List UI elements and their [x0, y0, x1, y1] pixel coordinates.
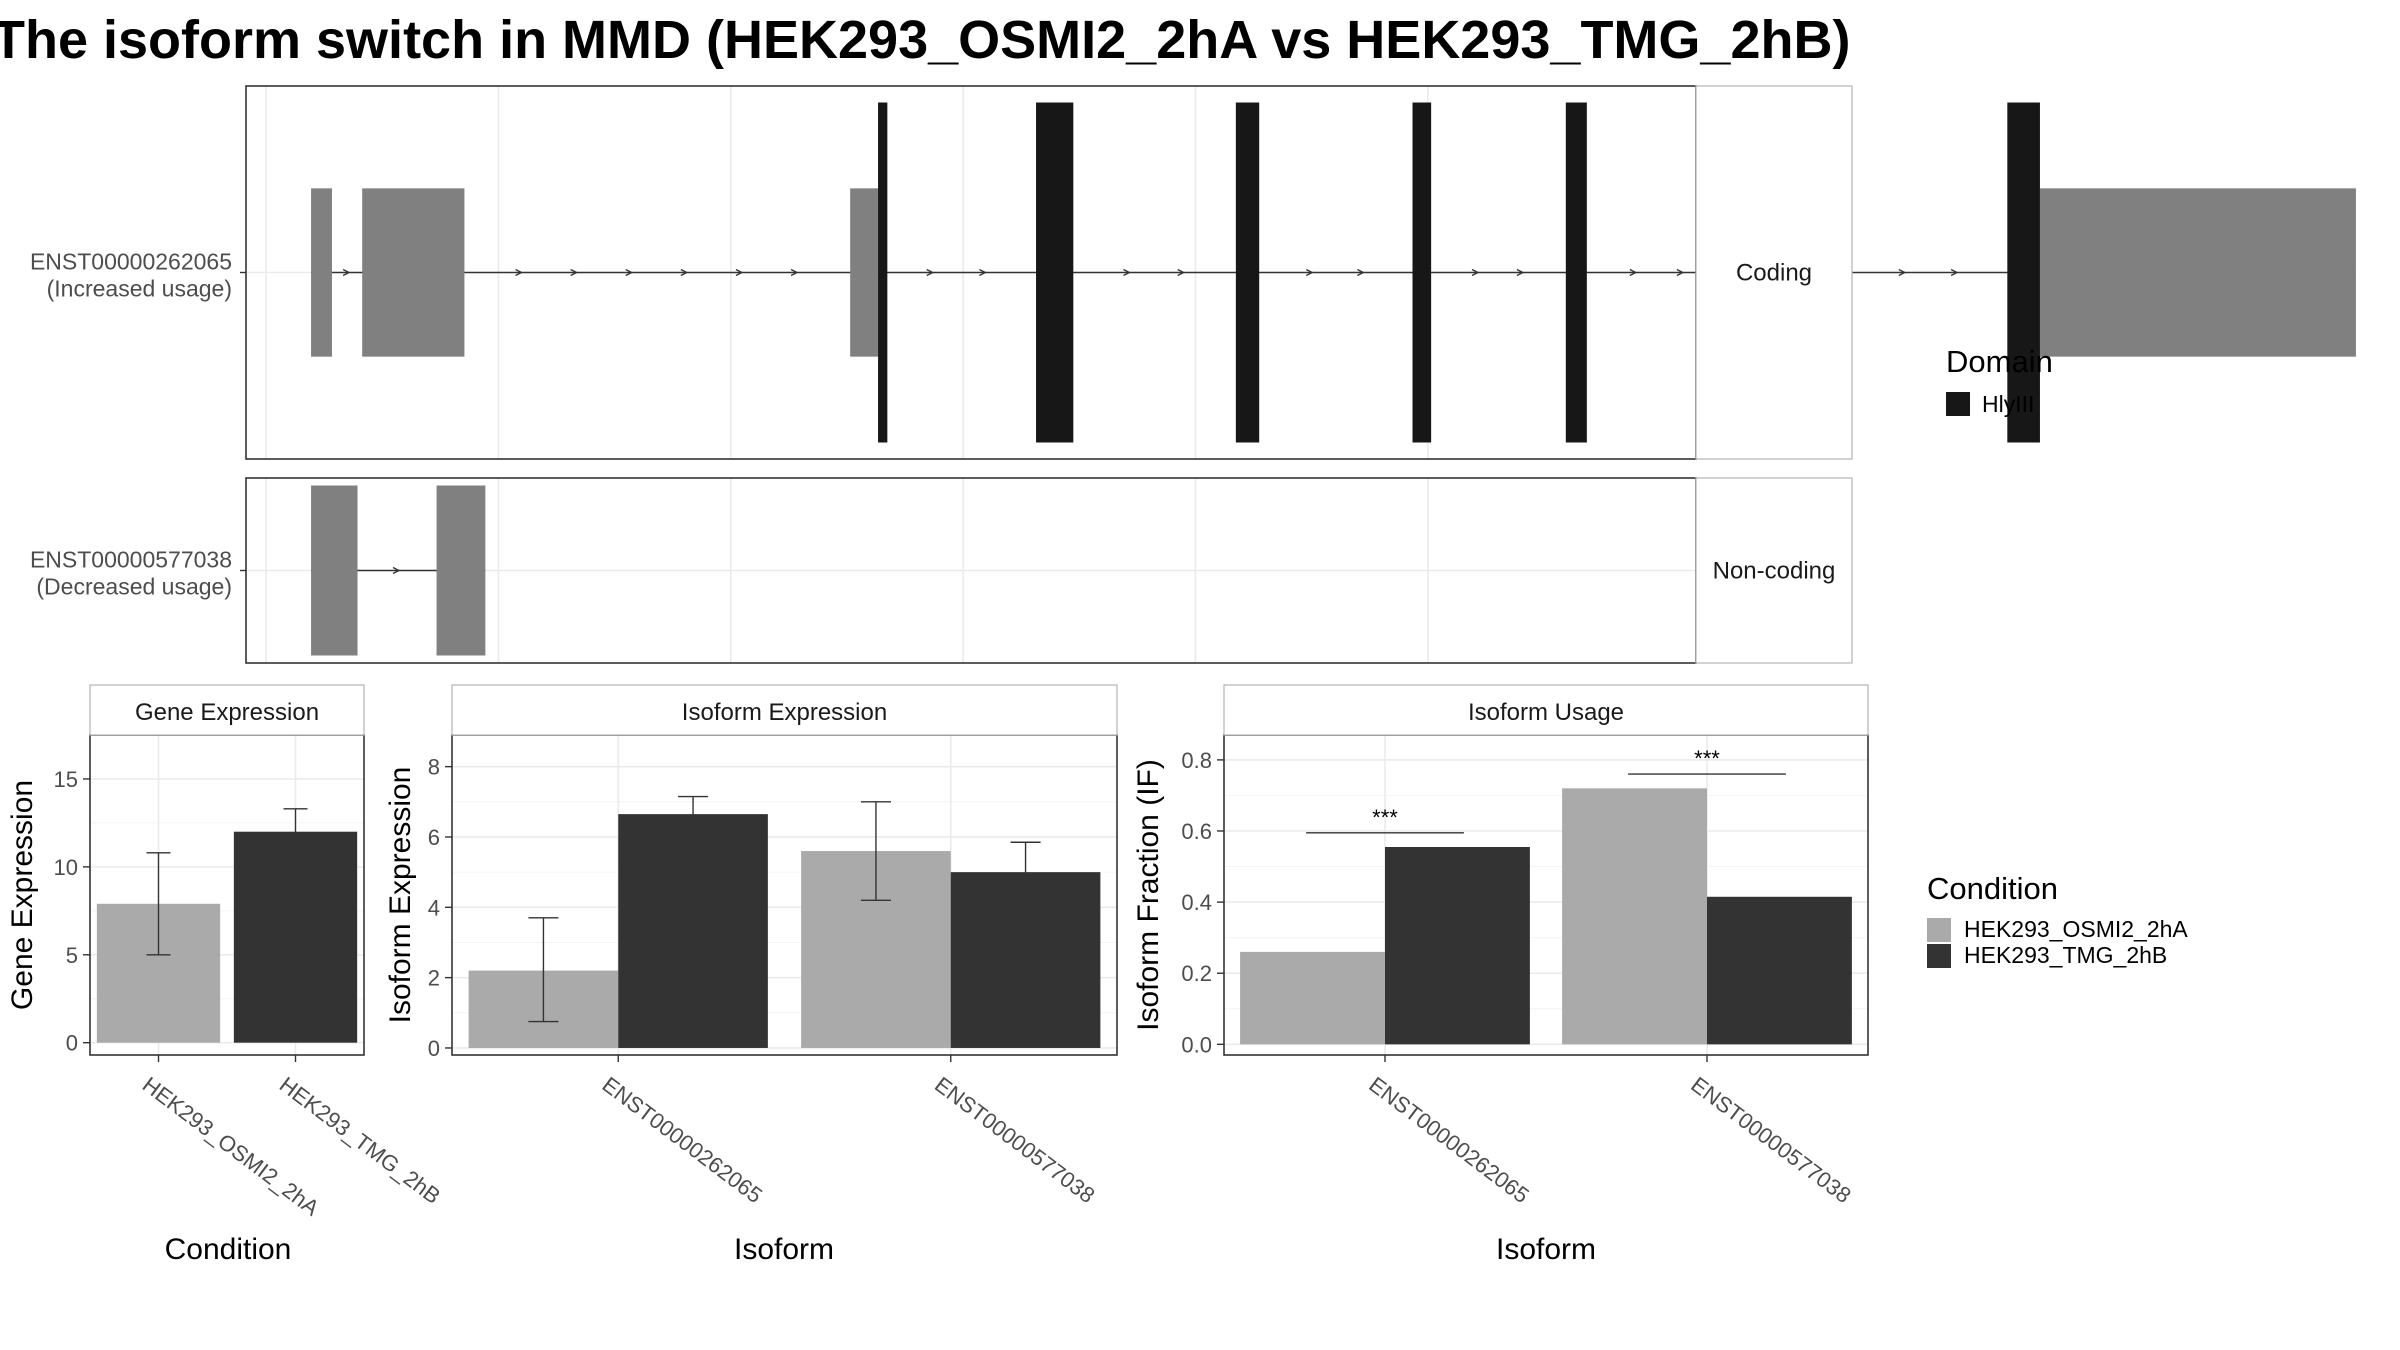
chart-3-ytick-label-3: 0.6: [1181, 819, 1212, 844]
track-1-intron-arrow-7-3: [1950, 268, 1959, 277]
track-1-exon-0-0: [311, 188, 332, 357]
track-1-intron-arrow-3-1: [1123, 268, 1131, 277]
chart-1-strip-title: Gene Expression: [135, 699, 319, 726]
track-2-intron-arrow-0-1: [392, 566, 401, 575]
track-1-intron-arrow-7-2: [1898, 268, 1907, 277]
track-2-label-id: ENST00000577038: [30, 547, 232, 573]
chart-1-ytick-label-1: 5: [66, 943, 78, 968]
track-1-domain-3: [1412, 102, 1432, 443]
chart-3-ytick-label-2: 0.4: [1181, 890, 1212, 915]
chart-3-bar-0-0: [1240, 951, 1385, 1045]
chart-3-xtick-label-1: ENST00000577038: [1686, 1072, 1855, 1208]
chart-1-title-strip: [89, 684, 365, 736]
track-1-label-usage: (Increased usage): [47, 276, 232, 302]
chart-3-ytick-label-1: 0.2: [1181, 961, 1212, 986]
track-1-intron-arrow-6-2: [1676, 268, 1685, 277]
track-1-intron-arrow-0-1: [342, 268, 351, 277]
track-1-intron-arrow-2-2: [979, 268, 987, 277]
track-1-intron-arrow-2-1: [926, 268, 935, 277]
chart-2-xtick-label-1: ENST00000577038: [930, 1072, 1099, 1208]
chart-2-x-axis-title: Isoform: [734, 1233, 834, 1266]
track-2-category-strip: [1695, 477, 1853, 664]
track-1-category-label: Coding: [1736, 260, 1812, 287]
figure-title: The isoform switch in MMD (HEK293_OSMI2_…: [0, 10, 1850, 70]
chart-1-ytick-label-0: 0: [66, 1031, 78, 1056]
condition-legend-title: Condition: [1927, 871, 2058, 906]
chart-2-bar-1-0: [618, 814, 768, 1048]
track-1-category-strip: [1695, 85, 1853, 460]
chart-1-bar-1: [233, 831, 358, 1043]
condition-legend-key-1: [1927, 944, 1951, 968]
track-1-intron-arrow-3-2: [1177, 268, 1186, 277]
chart-3-significance-label-1: ***: [1694, 746, 1720, 771]
chart-2-ytick-label-2: 4: [428, 895, 440, 920]
condition-legend-label-1: HEK293_TMG_2hB: [1964, 942, 2167, 968]
chart-3-y-axis-title: Isoform Fraction (IF): [1132, 759, 1165, 1031]
condition-legend-key-0: [1927, 918, 1951, 942]
track-1-intron-arrow-1-1: [515, 268, 523, 277]
chart-1-y-axis-title: Gene Expression: [6, 780, 39, 1010]
chart-2-ytick-label-1: 2: [428, 966, 440, 991]
track-1-intron-arrow-1-5: [735, 268, 744, 277]
chart-3-ytick-label-4: 0.8: [1181, 748, 1212, 773]
track-2-exon-0: [311, 485, 358, 656]
track-1-exon-8-1: [2039, 188, 2356, 357]
chart-3-xtick-label-0: ENST00000262065: [1364, 1072, 1533, 1208]
track-2-label-usage: (Decreased usage): [36, 574, 232, 600]
track-1-intron-arrow-4-1: [1305, 268, 1314, 277]
track-1-intron-arrow-5-2: [1516, 268, 1525, 277]
chart-3-ytick-label-0: 0.0: [1181, 1032, 1212, 1057]
track-1-exon-1-0: [362, 188, 465, 357]
track-1-domain-1: [1036, 102, 1074, 443]
domain-legend-title: Domain: [1946, 344, 2053, 379]
track-1-intron-arrow-6-1: [1629, 268, 1638, 277]
track-2-category-label: Non-coding: [1713, 558, 1836, 585]
track-1-intron-arrow-1-6: [790, 268, 799, 277]
chart-2-strip-title: Isoform Expression: [682, 699, 887, 726]
track-1-intron-arrow-1-4: [680, 268, 689, 277]
domain-legend-label-0: HlyIII: [1982, 391, 2034, 417]
track-1-domain-2: [1235, 102, 1260, 443]
chart-2-y-axis-title: Isoform Expression: [384, 767, 417, 1024]
chart-3-bar-1-1: [1707, 896, 1852, 1045]
chart-3-strip-title: Isoform Usage: [1468, 699, 1624, 726]
chart-3-bar-1-0: [1385, 847, 1530, 1045]
track-1-label-id: ENST00000262065: [30, 249, 232, 275]
domain-legend-key-0: [1946, 392, 1970, 416]
chart-2-title-strip: [451, 684, 1118, 736]
track-1-intron-arrow-4-2: [1357, 268, 1365, 277]
track-1-intron-arrow-1-2: [570, 268, 579, 277]
track-1-intron-arrow-1-3: [625, 268, 634, 277]
chart-3-x-axis-title: Isoform: [1496, 1233, 1596, 1266]
track-1-domain-4: [1565, 102, 1587, 443]
chart-3-bar-0-1: [1562, 788, 1707, 1045]
chart-3-significance-label-0: ***: [1372, 805, 1398, 830]
chart-2-xtick-label-0: ENST00000262065: [598, 1072, 767, 1208]
track-1-intron-arrow-5-1: [1471, 268, 1480, 277]
chart-1-ytick-label-3: 15: [54, 767, 78, 792]
track-1-domain-0: [878, 102, 888, 443]
chart-2-ytick-label-3: 6: [428, 825, 440, 850]
track-2-exon-1: [436, 485, 486, 656]
chart-2-ytick-label-0: 0: [428, 1036, 440, 1061]
condition-legend-label-0: HEK293_OSMI2_2hA: [1964, 916, 2188, 942]
track-1-domain-6: [2007, 102, 2040, 443]
track-1-exon-2-0: [850, 188, 879, 357]
chart-2-ytick-label-4: 8: [428, 755, 440, 780]
chart-3-title-strip: [1223, 684, 1869, 736]
chart-1-ytick-label-2: 10: [54, 855, 78, 880]
chart-1-x-axis-title: Condition: [165, 1233, 292, 1266]
